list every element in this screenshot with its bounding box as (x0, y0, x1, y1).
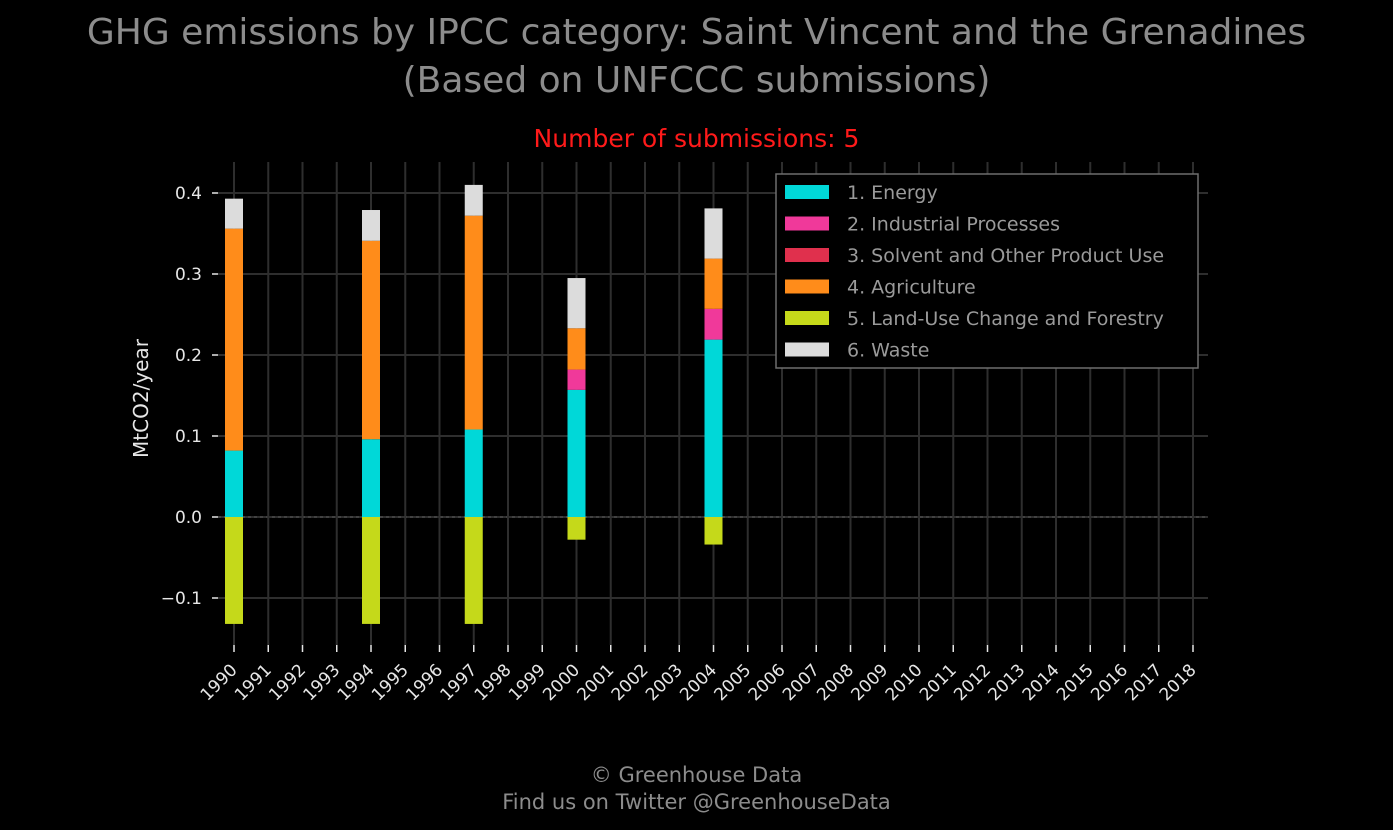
x-tick-label: 2002 (608, 660, 653, 705)
bar-segment (225, 228, 243, 451)
legend-label: 2. Industrial Processes (847, 214, 1060, 236)
x-tick-label: 2012 (950, 660, 995, 705)
bar-segment (567, 517, 586, 540)
chart-title-line2: (Based on UNFCCC submissions) (402, 60, 991, 101)
legend-swatch (785, 311, 829, 325)
x-tick-label: 2008 (813, 660, 858, 705)
y-tick-label: 0.3 (175, 265, 202, 285)
bar-segment (362, 517, 380, 624)
chart-subtitle: Number of submissions: 5 (533, 124, 860, 153)
x-tick-label: 1993 (300, 660, 345, 705)
x-tick-label: 1996 (402, 660, 447, 705)
bar-segment (362, 240, 380, 440)
x-tick-label: 2000 (539, 660, 584, 705)
bar-segment (704, 339, 723, 517)
bar-segment (225, 450, 243, 517)
bar-segment (567, 369, 586, 390)
legend-label: 3. Solvent and Other Product Use (847, 245, 1164, 267)
bar-segment (704, 308, 723, 340)
legend-label: 4. Agriculture (847, 277, 976, 299)
footer-twitter: Find us on Twitter @GreenhouseData (502, 790, 891, 814)
x-tick-label: 2006 (745, 660, 790, 705)
x-tick-label: 2004 (676, 660, 721, 705)
y-tick-label: 0.1 (175, 427, 202, 447)
x-tick-label: 1991 (231, 660, 276, 705)
bars (225, 184, 723, 624)
x-tick-label: 2003 (642, 660, 687, 705)
bar-segment (362, 439, 380, 517)
y-tick-label: 0.2 (175, 346, 202, 366)
x-tick-label: 2007 (779, 660, 824, 705)
x-tick-label: 1992 (265, 660, 310, 705)
bar-segment (225, 517, 243, 624)
x-tick-label: 2014 (1019, 660, 1064, 705)
legend-swatch (785, 216, 829, 231)
legend-swatch (785, 185, 829, 199)
x-tick-label: 2015 (1053, 660, 1098, 705)
legend-box (775, 173, 1199, 369)
legend: 1. Energy 2. Industrial Processes 3. Solve… (775, 173, 1199, 369)
bar-segment (704, 208, 723, 259)
x-tick-label: 1995 (368, 660, 413, 705)
x-tick-label: 2001 (574, 660, 619, 705)
bar-segment (464, 184, 483, 216)
x-tick-label: 1997 (437, 660, 482, 705)
bar-segment (464, 215, 483, 430)
x-tick-label: 2005 (711, 660, 756, 705)
chart-title: GHG emissions by IPCC category: Saint Vi… (86, 12, 1307, 53)
x-tick-label: 2017 (1122, 660, 1167, 705)
x-tick-label: 2018 (1156, 660, 1201, 705)
footer-copyright: © Greenhouse Data (590, 763, 803, 787)
legend-label: 5. Land-Use Change and Forestry (847, 308, 1164, 330)
bar-segment (567, 328, 586, 370)
x-tick-label: 2016 (1087, 660, 1132, 705)
legend-swatch (785, 279, 829, 294)
x-tick-label: 2011 (916, 660, 961, 705)
bar-segment (362, 210, 380, 241)
legend-swatch (785, 248, 829, 262)
x-tick-label: 1990 (197, 660, 242, 705)
legend-label: 6. Waste (847, 340, 929, 362)
y-tick-label: 0.4 (175, 184, 202, 204)
x-tick-label: 1999 (505, 660, 550, 705)
bar-segment (704, 258, 723, 309)
x-tick-label: 2010 (882, 660, 927, 705)
x-tick-label: 2013 (985, 660, 1030, 705)
bar-segment (567, 389, 586, 517)
legend-label: 1. Energy (847, 182, 938, 204)
bar-segment (567, 278, 586, 329)
y-axis-label: MtCO2/year (129, 338, 153, 458)
bar-segment (464, 429, 483, 517)
chart-plot: −0.10.00.10.20.30.4199019911992199319941… (129, 162, 1208, 705)
bar-segment (704, 517, 723, 545)
bar-segment (225, 198, 243, 229)
x-tick-label: 1994 (334, 660, 379, 705)
x-tick-label: 2009 (848, 660, 893, 705)
legend-swatch (785, 342, 829, 357)
y-tick-label: 0.0 (175, 508, 202, 528)
y-tick-label: −0.1 (161, 589, 202, 609)
bar-segment (464, 517, 483, 624)
x-tick-label: 1998 (471, 660, 516, 705)
